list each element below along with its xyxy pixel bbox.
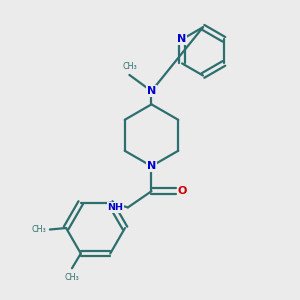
Text: CH₃: CH₃ — [64, 273, 79, 282]
Text: N: N — [178, 34, 187, 44]
Text: N: N — [147, 86, 156, 96]
Text: N: N — [147, 161, 156, 171]
Text: O: O — [177, 186, 187, 196]
Text: NH: NH — [107, 203, 124, 212]
Text: CH₃: CH₃ — [32, 225, 46, 234]
Text: CH₃: CH₃ — [122, 62, 137, 71]
